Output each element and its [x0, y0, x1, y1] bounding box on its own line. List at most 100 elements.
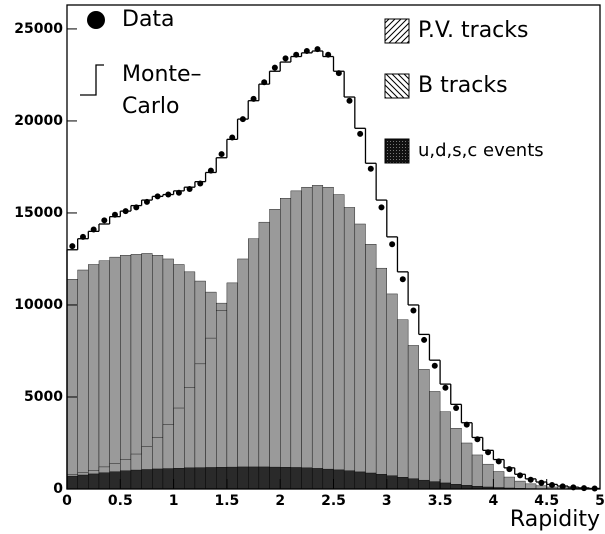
- histogram-bar: [109, 256, 121, 490]
- data-point: [549, 481, 556, 488]
- data-point: [154, 193, 161, 200]
- histogram-bar: [152, 468, 164, 490]
- histogram-bar: [375, 474, 388, 490]
- data-point: [111, 211, 118, 218]
- histogram-bar: [343, 207, 356, 490]
- data-point: [527, 476, 534, 483]
- legend-label: Data: [122, 7, 175, 32]
- data-point: [559, 483, 566, 490]
- histogram-bar: [237, 258, 249, 490]
- y-tick-label: 10000: [14, 297, 63, 313]
- histogram-bar: [333, 194, 345, 490]
- data-point: [69, 243, 76, 250]
- y-tick-label: 5000: [24, 389, 63, 405]
- histogram-bar: [493, 471, 505, 490]
- histogram-bar: [258, 466, 270, 490]
- legend-label: Monte– Carlo: [122, 62, 202, 119]
- data-point: [143, 198, 150, 205]
- x-tick-label: 1.5: [214, 493, 239, 509]
- histogram-bar: [258, 221, 270, 490]
- histogram-bar: [429, 391, 441, 490]
- histogram-bar: [482, 463, 494, 490]
- histogram-bar: [226, 466, 238, 490]
- histogram-bar: [514, 480, 526, 490]
- histogram-bar: [130, 469, 142, 490]
- histogram-bar: [269, 466, 281, 490]
- histogram-bar: [418, 479, 430, 490]
- histogram-bar: [450, 484, 462, 490]
- data-point: [399, 276, 406, 283]
- histogram-bar: [120, 470, 132, 490]
- histogram-bar: [98, 472, 110, 490]
- histogram-bar: [290, 467, 302, 490]
- x-tick-label: 3: [382, 493, 392, 509]
- data-point: [101, 217, 108, 224]
- histogram-bar: [88, 264, 100, 490]
- histogram-bar: [280, 198, 292, 490]
- data-point: [261, 79, 268, 86]
- histogram-bar: [194, 467, 206, 490]
- histogram-bar: [130, 254, 142, 490]
- data-point: [410, 307, 417, 314]
- data-point: [303, 48, 310, 55]
- histogram-bar: [237, 466, 249, 490]
- data-point: [517, 472, 524, 479]
- legend-swatch: [384, 73, 410, 99]
- data-point: [282, 55, 289, 62]
- histogram-bar: [301, 467, 313, 490]
- histogram-bar: [407, 345, 419, 490]
- histogram-bar: [301, 186, 313, 490]
- histogram-bar: [386, 293, 398, 490]
- data-point: [431, 362, 438, 369]
- histogram-bar: [269, 209, 281, 490]
- data-point: [421, 336, 428, 343]
- legend-label: u,d,s,c events: [418, 140, 544, 161]
- histogram-bar: [322, 186, 334, 490]
- histogram-bar: [311, 185, 324, 490]
- histogram-bar: [280, 467, 292, 490]
- data-point: [122, 208, 129, 215]
- histogram-bar: [216, 467, 228, 490]
- histogram-bar: [354, 223, 366, 490]
- data-point: [357, 130, 364, 137]
- histogram-bar: [311, 468, 324, 490]
- x-tick-label: 3.5: [428, 493, 453, 509]
- data-point: [250, 95, 257, 102]
- x-tick-label: 0: [62, 493, 72, 509]
- histogram-bar: [397, 319, 409, 490]
- histogram-bar: [343, 470, 356, 490]
- histogram-bar: [120, 255, 132, 490]
- histogram-bar: [205, 467, 217, 490]
- histogram-bar: [205, 337, 217, 490]
- data-point: [335, 70, 342, 77]
- histogram-bar: [109, 471, 121, 490]
- histogram-bar: [333, 469, 345, 490]
- histogram-bar: [98, 260, 110, 490]
- histogram-bar: [375, 267, 388, 490]
- histogram-bar: [66, 279, 78, 490]
- data-point: [485, 449, 492, 456]
- histogram-bar: [397, 477, 409, 490]
- x-tick-label: 2: [275, 493, 285, 509]
- data-point: [90, 226, 97, 233]
- histogram-bar: [184, 467, 196, 490]
- data-point: [79, 233, 86, 240]
- data-point: [197, 180, 204, 187]
- histogram-bar: [503, 476, 515, 490]
- data-point: [293, 51, 300, 58]
- histogram-bar: [439, 482, 451, 490]
- legend-swatch: [384, 18, 410, 44]
- data-point: [133, 204, 140, 211]
- data-point: [218, 151, 225, 158]
- histogram-bar: [439, 411, 451, 490]
- data-point: [367, 165, 374, 172]
- data-point: [581, 485, 588, 492]
- y-tick-label: 25000: [14, 21, 63, 37]
- histogram-bar: [141, 469, 153, 490]
- legend-swatch: [384, 138, 410, 164]
- histogram-bar: [407, 478, 419, 490]
- data-point: [389, 241, 396, 248]
- data-point: [165, 191, 172, 198]
- data-point: [474, 436, 481, 443]
- histogram-bar: [77, 474, 89, 490]
